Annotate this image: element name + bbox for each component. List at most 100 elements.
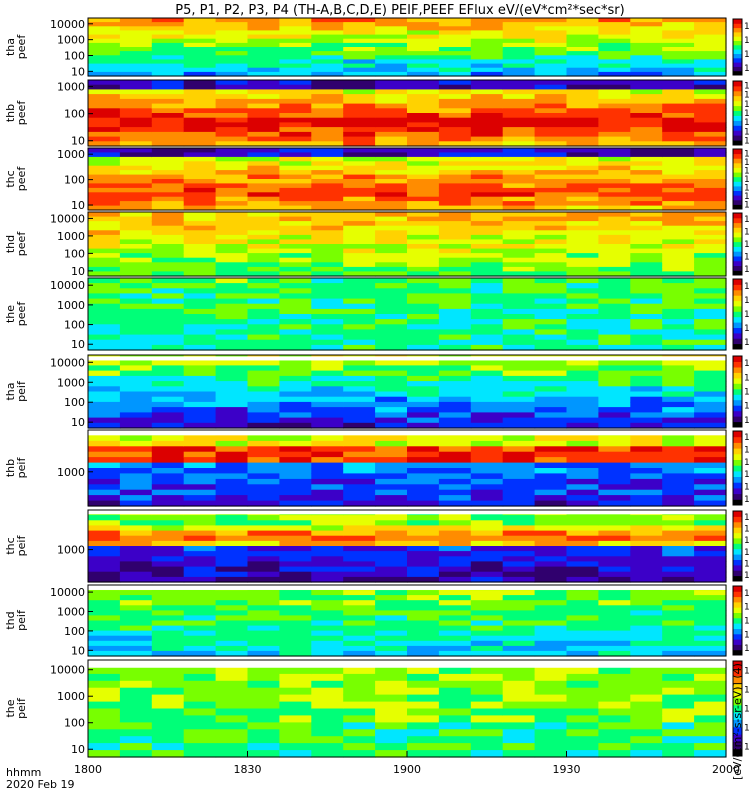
spectrogram-cell xyxy=(183,630,217,637)
panel-thc-peif: thcpeif100010⁳10⁴10⁵10⁶10⁷10⁸ xyxy=(4,509,750,583)
spectrogram-cell xyxy=(662,546,695,552)
spectrogram-cell xyxy=(534,26,568,31)
spectrogram-cell xyxy=(279,715,312,723)
spectrogram-cell xyxy=(470,117,504,123)
spectrogram-cell xyxy=(151,620,185,627)
spectrogram-cell xyxy=(311,473,344,480)
spectrogram-cell xyxy=(407,319,440,325)
spectrogram-cell xyxy=(438,141,472,147)
spectrogram-cell xyxy=(502,708,536,716)
spectrogram-cell xyxy=(407,722,440,730)
spectrogram-cell xyxy=(470,71,504,77)
spectrogram-cell xyxy=(119,339,153,346)
spectrogram-cell xyxy=(630,344,663,351)
spectrogram-cell xyxy=(407,546,440,552)
spectrogram-cell xyxy=(343,161,376,167)
spectrogram-cell xyxy=(662,495,695,502)
spectrogram-cell xyxy=(151,673,185,682)
spectrogram-cell xyxy=(694,314,727,320)
spectrogram-cell xyxy=(438,620,472,627)
spectrogram-cell xyxy=(694,440,727,447)
spectrogram-cell xyxy=(470,566,504,573)
spectrogram-cell xyxy=(375,314,408,320)
spectrogram-cell xyxy=(119,640,153,647)
spectrogram-cell xyxy=(279,283,312,289)
spectrogram-cell xyxy=(630,457,663,464)
spectrogram-cell xyxy=(566,334,599,341)
spectrogram-cell xyxy=(215,212,249,218)
spectrogram-cell xyxy=(311,63,344,69)
panel-tha-peif: thapeif1010010001000010⁳10⁴10⁵10⁶10⁷ xyxy=(4,354,750,429)
spectrogram-cell xyxy=(88,67,121,73)
spectrogram-cell xyxy=(279,42,312,48)
spectrogram-cell xyxy=(630,451,663,458)
spectrogram-cell xyxy=(694,468,727,474)
spectrogram-cell xyxy=(247,334,280,341)
spectrogram-cell xyxy=(534,131,568,138)
spectrogram-cell xyxy=(215,131,249,138)
spectrogram-cell xyxy=(598,715,631,723)
spectrogram-cell xyxy=(183,165,217,171)
spectrogram-cell xyxy=(438,736,472,744)
spectrogram-cell xyxy=(438,239,472,245)
spectrogram-cell xyxy=(119,535,153,542)
spectrogram-cell xyxy=(470,673,504,682)
colorbar-tick-label: 10⁷ xyxy=(744,296,750,306)
spectrogram-cell xyxy=(279,489,312,496)
spectrogram-cell xyxy=(88,546,121,552)
spectrogram-cell xyxy=(534,18,568,23)
spectrogram-cell xyxy=(88,500,121,507)
spectrogram-cell xyxy=(662,131,695,138)
spectrogram-cell xyxy=(215,556,249,562)
spectrogram-cell xyxy=(375,257,408,263)
spectrogram-cell xyxy=(311,89,344,95)
spectrogram-cell xyxy=(694,694,727,703)
spectrogram-cell xyxy=(534,520,568,526)
spectrogram-cell xyxy=(630,694,663,703)
spectrogram-cell xyxy=(88,152,121,158)
spectrogram-cell xyxy=(630,407,663,413)
spectrogram-cell xyxy=(311,117,344,123)
spectrogram-cell xyxy=(151,680,185,689)
spectrogram-cell xyxy=(343,205,376,211)
spectrogram-cell xyxy=(119,165,153,171)
spectrogram-cell xyxy=(279,446,312,453)
spectrogram-cell xyxy=(470,244,504,250)
spectrogram-cell xyxy=(502,590,536,596)
spectrogram-cell xyxy=(151,71,185,77)
spectrogram-cell xyxy=(247,489,280,496)
spectrogram-cell xyxy=(343,473,376,480)
spectrogram-cell xyxy=(534,89,568,95)
spectrogram-cell xyxy=(88,161,121,167)
spectrogram-cell xyxy=(311,396,344,403)
spectrogram-cell xyxy=(343,435,376,442)
spectrogram-cell xyxy=(470,63,504,69)
spectrogram-cell xyxy=(215,457,249,464)
spectrogram-cell xyxy=(311,680,344,689)
spectrogram-cell xyxy=(470,67,504,73)
spectrogram-cell xyxy=(598,615,631,622)
spectrogram-cell xyxy=(438,174,472,180)
spectrogram-cell xyxy=(407,183,440,189)
spectrogram-cell xyxy=(598,165,631,171)
panel-the-peef: thepeef1010010001000010⁴10⁵10⁶10⁷10⁸ xyxy=(4,277,750,351)
spectrogram-cell xyxy=(88,196,121,202)
spectrogram-cell xyxy=(694,89,727,95)
colorbar-swatch xyxy=(733,741,742,750)
spectrogram-cell xyxy=(183,417,217,424)
spectrogram-cell xyxy=(311,165,344,171)
spectrogram-cell xyxy=(215,225,249,231)
panel-y-label: thepeef xyxy=(4,301,28,327)
spectrogram-cell xyxy=(534,571,568,578)
spectrogram-cell xyxy=(343,645,376,652)
spectrogram-cell xyxy=(438,152,472,158)
spectrogram-cell xyxy=(662,127,695,133)
spectrogram-cell xyxy=(694,620,727,627)
spectrogram-cell xyxy=(470,440,504,447)
spectrogram-cell xyxy=(630,89,663,95)
spectrogram-cell xyxy=(407,635,440,642)
spectrogram-cell xyxy=(566,360,599,366)
spectrogram-cell xyxy=(183,239,217,245)
spectrogram-cell xyxy=(119,708,153,716)
spectrogram-cell xyxy=(534,156,568,162)
